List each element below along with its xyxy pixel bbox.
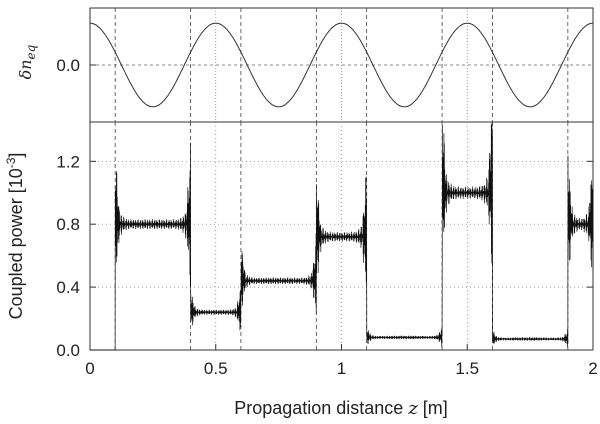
cosine-curve — [89, 22, 594, 108]
bottom-x-ticks: 0 0.5 1 1.5 2 — [85, 344, 598, 378]
coupled-power-trace — [90, 121, 594, 351]
bottom-y-tick-label: 0.4 — [56, 278, 80, 297]
top-y-axis-label: δneq — [16, 44, 38, 79]
delta-n-eq-panel: 0.0 δneq — [16, 7, 594, 123]
bottom-y-tick-label: 0.8 — [56, 215, 80, 234]
x-tick-label: 1 — [337, 359, 346, 378]
x-axis-label: Propagation distance z [m] — [234, 398, 448, 419]
coupled-power-panel: 0.0 0.4 0.8 1.2 0 0.5 1 1.5 2 Coupled power [10… — [4, 121, 598, 419]
bottom-y-tick-label: 1.2 — [56, 152, 80, 171]
bottom-y-ticks: 0.0 0.4 0.8 1.2 — [56, 152, 593, 360]
x-tick-label: 0 — [85, 359, 94, 378]
top-grid — [90, 8, 593, 122]
bottom-y-tick-label: 0.0 — [56, 341, 80, 360]
x-tick-label: 1.5 — [455, 359, 479, 378]
x-tick-label: 2 — [588, 359, 597, 378]
x-tick-label: 0.5 — [204, 359, 228, 378]
top-y-ticks: 0.0 — [56, 56, 96, 75]
top-y-tick-label: 0.0 — [56, 56, 80, 75]
bottom-y-axis-label: Coupled power [10-3] — [4, 153, 26, 320]
